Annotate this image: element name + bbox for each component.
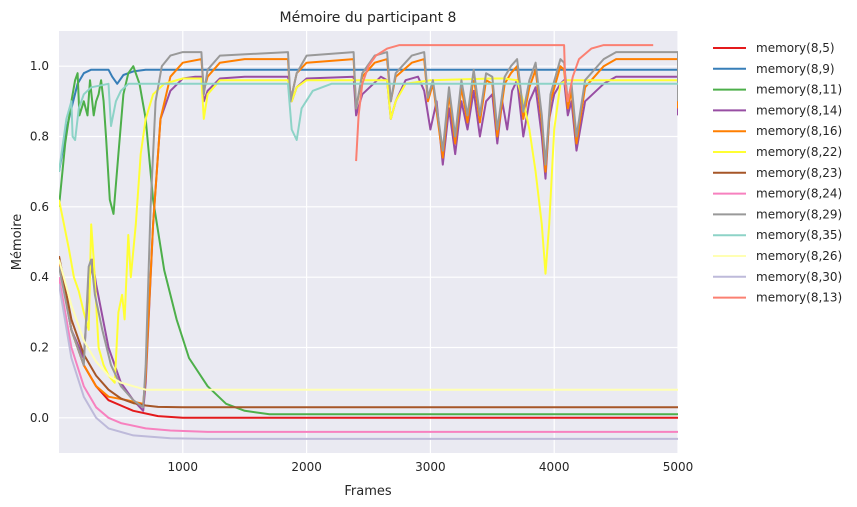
legend-label: memory(8,16) xyxy=(756,124,842,138)
chart-title: Mémoire du participant 8 xyxy=(280,10,457,26)
x-tick-label: 3000 xyxy=(415,460,446,474)
series-line-5 xyxy=(59,77,678,384)
legend: memory(8,5) memory(8,9) memory(8,11) memory… xyxy=(713,41,842,305)
x-tick-label: 4000 xyxy=(539,460,570,474)
series-line-9 xyxy=(59,82,678,172)
y-tick-label: 0.0 xyxy=(30,411,49,425)
series-line-10 xyxy=(59,259,678,391)
legend-label: memory(8,29) xyxy=(756,207,842,221)
x-tick-labels: 1000 2000 3000 4000 5000 xyxy=(168,460,694,474)
series-line-8 xyxy=(59,51,678,409)
legend-label: memory(8,13) xyxy=(756,291,842,305)
y-tick-label: 0.4 xyxy=(30,270,49,284)
series-line-2 xyxy=(59,65,678,416)
legend-label: memory(8,23) xyxy=(756,166,842,180)
legend-label: memory(8,11) xyxy=(756,83,842,97)
series-line-6 xyxy=(59,255,678,409)
y-tick-label: 0.6 xyxy=(30,200,49,214)
series-line-11 xyxy=(59,284,678,440)
x-tick-label: 2000 xyxy=(291,460,322,474)
series-group xyxy=(59,44,678,440)
plot-area xyxy=(59,31,678,453)
legend-label: memory(8,24) xyxy=(756,187,842,201)
legend-label: memory(8,22) xyxy=(756,145,842,159)
y-tick-label: 0.8 xyxy=(30,130,49,144)
legend-label: memory(8,14) xyxy=(756,103,842,117)
legend-label: memory(8,9) xyxy=(756,62,835,76)
legend-label: memory(8,26) xyxy=(756,249,842,263)
y-tick-label: 1.0 xyxy=(30,59,49,73)
legend-label: memory(8,5) xyxy=(756,41,835,55)
series-line-7 xyxy=(59,277,678,433)
x-tick-label: 5000 xyxy=(663,460,694,474)
y-tick-label: 0.2 xyxy=(30,341,49,355)
x-tick-label: 1000 xyxy=(168,460,199,474)
y-axis-label: Mémoire xyxy=(10,214,25,271)
legend-label: memory(8,35) xyxy=(756,228,842,242)
series-line-12 xyxy=(355,44,654,162)
y-tick-labels: 0.0 0.2 0.4 0.6 0.8 1.0 xyxy=(30,59,49,425)
legend-label: memory(8,30) xyxy=(756,270,842,284)
x-axis-label: Frames xyxy=(344,484,392,499)
